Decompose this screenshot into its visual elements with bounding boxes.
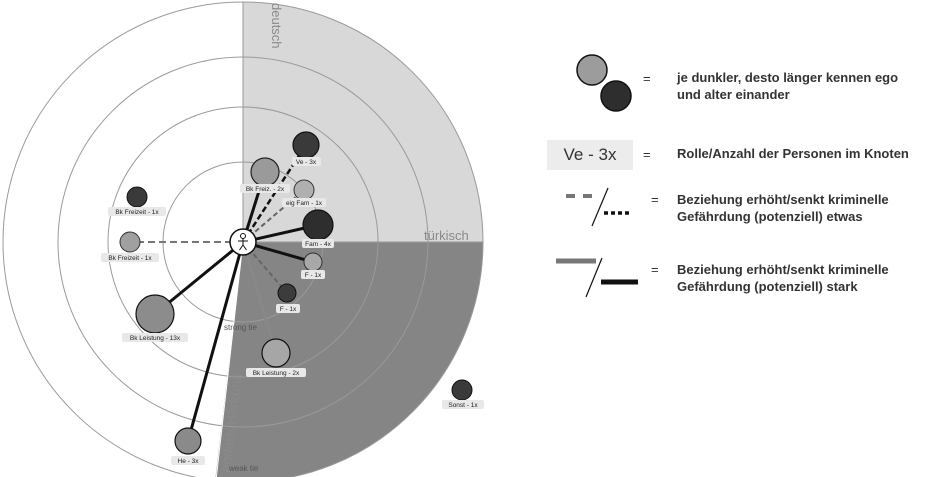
node-bk-freizeit-1x-light[interactable]: Bk Freizeit - 1x	[101, 231, 159, 262]
legend-node-label-example: Ve - 3x	[547, 140, 633, 170]
node-label-box	[101, 253, 159, 262]
node-sonst[interactable]: Sonst - 1x	[442, 379, 484, 409]
node-label: Bk Leistung - 13x	[130, 335, 181, 342]
edge-ve	[241, 144, 308, 243]
legend-eq-dashed: =	[651, 192, 659, 207]
node-label-box	[246, 368, 306, 377]
node-f-1x-dark[interactable]: F - 1x	[276, 283, 300, 313]
node-label-box	[122, 333, 188, 342]
node-bk-freiz-2x[interactable]: Bk Freiz. - 2x	[240, 157, 290, 193]
node-label-box	[171, 456, 205, 465]
node-circle	[174, 427, 202, 455]
node-circle	[135, 294, 175, 334]
node-label: Bk Leistung - 2x	[253, 370, 300, 377]
edge-he	[186, 241, 245, 442]
node-bk-leistung-2x[interactable]: Bk Leistung - 2x	[246, 338, 306, 377]
legend-eq-box: =	[643, 147, 651, 162]
legend-shade-text: je dunkler, desto länger kennen ego und …	[677, 69, 898, 103]
node-fam[interactable]: Fam - 4x	[302, 209, 334, 248]
ego-icon	[229, 228, 257, 256]
node-label: Fam - 4x	[305, 241, 331, 248]
node-label-box	[292, 157, 321, 166]
node-circle	[277, 283, 297, 303]
node-label: Bk Freizeit - 1x	[115, 209, 159, 216]
legend-dashed-text: Beziehung erhöht/senkt kriminelle Gefähr…	[677, 191, 889, 225]
node-circle	[303, 252, 323, 272]
node-label: Bk Freizeit - 1x	[108, 255, 152, 262]
node-f-1x-light[interactable]: F - 1x	[301, 252, 325, 279]
node-bk-freizeit-1x-dark[interactable]: Bk Freizeit - 1x	[108, 186, 166, 216]
node-label: eig Fam - 1x	[286, 200, 323, 207]
legend-solid-line-2: Gefährdung (potenziell) stark	[677, 279, 858, 294]
node-circle	[250, 157, 280, 187]
edge-bk-leistung-2x	[241, 241, 278, 354]
node-circle	[126, 186, 148, 208]
node-eig-fam[interactable]: eig Fam - 1x	[282, 179, 326, 207]
node-label: F - 1x	[280, 306, 297, 313]
tie-label-weak: weak tie	[228, 464, 259, 473]
node-he[interactable]: He - 3x	[171, 427, 205, 465]
node-label: Bk Freiz. - 2x	[246, 186, 285, 193]
node-label: F - 1x	[305, 272, 322, 279]
legend-shade-icon	[576, 54, 632, 112]
node-label: He - 3x	[178, 458, 200, 465]
node-circle	[292, 131, 320, 159]
legend-solid-icon	[556, 257, 638, 298]
node-label-box	[282, 198, 326, 207]
node-label-box	[108, 207, 166, 216]
legend-shade-line-2: und alter einander	[677, 87, 790, 102]
node-circle	[302, 209, 334, 241]
node-circle	[119, 231, 141, 253]
node-label: Ve - 3x	[296, 159, 317, 166]
legend-dashed-line-2: Gefährdung (potenziell) etwas	[677, 209, 863, 224]
node-circle	[293, 179, 315, 201]
legend-solid-line-1: Beziehung erhöht/senkt kriminelle	[677, 262, 889, 277]
node-label: Sonst - 1x	[448, 402, 478, 409]
legend-dashed-line-1: Beziehung erhöht/senkt kriminelle	[677, 192, 889, 207]
node-label-box	[301, 270, 325, 279]
node-label-box	[276, 304, 300, 313]
legend-shade-line-1: je dunkler, desto länger kennen ego	[677, 70, 899, 85]
node-circle	[261, 338, 291, 368]
legend-eq-solid: =	[651, 262, 659, 277]
node-circle	[451, 379, 473, 401]
node-ve[interactable]: Ve - 3x	[292, 131, 321, 166]
node-label-box	[442, 400, 484, 409]
divider-andere	[215, 241, 244, 477]
legend-eq-shade: =	[643, 71, 651, 86]
node-bk-leistung-13x[interactable]: Bk Leistung - 13x	[122, 294, 188, 342]
legend-box-desc: Rolle/Anzahl der Personen im Knoten	[677, 146, 909, 161]
legend-dashed-icon	[566, 187, 632, 227]
node-label-box	[240, 184, 290, 193]
sector-label-deutsch: deutsch	[269, 3, 284, 49]
node-label-box	[302, 239, 334, 248]
tie-label-strong: strong tie	[224, 323, 257, 332]
legend-solid-text: Beziehung erhöht/senkt kriminelle Gefähr…	[677, 261, 889, 295]
sector-tuerkisch-fill	[215, 242, 483, 477]
sector-label-tuerkisch: türkisch	[424, 228, 469, 243]
